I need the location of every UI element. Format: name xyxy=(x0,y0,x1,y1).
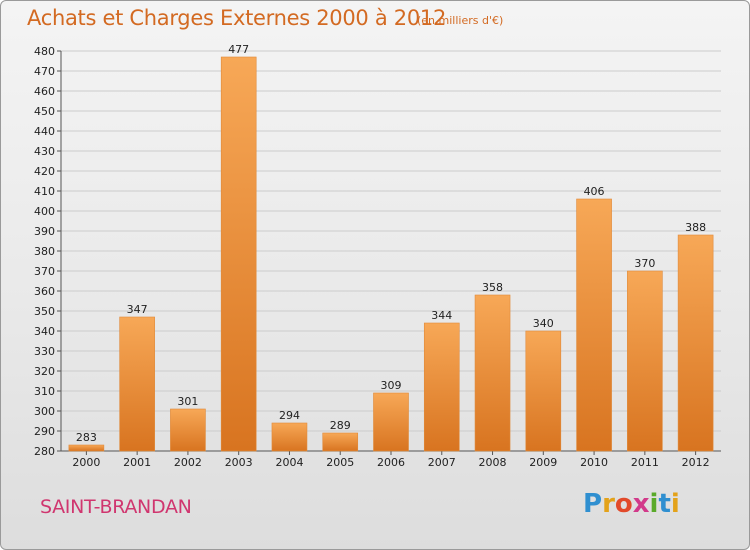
value-label: 283 xyxy=(76,431,97,444)
bars xyxy=(68,56,714,452)
y-tick-label: 460 xyxy=(34,85,55,98)
y-tick-label: 300 xyxy=(34,405,55,418)
x-tick-label: 2010 xyxy=(580,456,608,469)
proxiti-logo[interactable]: Proxiti xyxy=(583,489,680,519)
logo-letter: o xyxy=(614,489,633,519)
y-tick-label: 420 xyxy=(34,165,55,178)
bar-2005 xyxy=(322,432,359,452)
bar-2007 xyxy=(423,322,460,452)
value-label: 370 xyxy=(634,257,655,270)
y-tick-label: 450 xyxy=(34,105,55,118)
y-tick-label: 340 xyxy=(34,325,55,338)
value-label: 388 xyxy=(685,221,706,234)
value-label: 406 xyxy=(584,185,605,198)
y-tick-label: 440 xyxy=(34,125,55,138)
bar-2012 xyxy=(677,234,714,452)
x-tick-label: 2002 xyxy=(174,456,202,469)
y-tick-label: 310 xyxy=(34,385,55,398)
labels: 280 290 300 310 320 330 340 350 360 370 380 390 400 4… xyxy=(34,43,710,469)
y-tick-label: 480 xyxy=(34,45,55,58)
x-tick-label: 2000 xyxy=(72,456,100,469)
x-tick-label: 2006 xyxy=(377,456,405,469)
logo-letter: x xyxy=(632,489,650,519)
y-tick-label: 380 xyxy=(34,245,55,258)
value-label: 340 xyxy=(533,317,554,330)
y-tick-label: 410 xyxy=(34,185,55,198)
logo-letter: P xyxy=(583,489,603,519)
value-label: 477 xyxy=(228,43,249,56)
logo-letter: r xyxy=(602,489,615,519)
x-tick-label: 2012 xyxy=(682,456,710,469)
commune-name: SAINT-BRANDAN xyxy=(40,496,192,518)
bar-2006 xyxy=(373,392,409,452)
logo-letter: t xyxy=(658,489,671,519)
y-tick-label: 320 xyxy=(34,365,55,378)
x-tick-label: 2007 xyxy=(428,456,456,469)
bar-2002 xyxy=(170,408,206,452)
value-label: 358 xyxy=(482,281,503,294)
value-label: 301 xyxy=(177,395,198,408)
y-tick-label: 330 xyxy=(34,345,55,358)
x-tick-label: 2009 xyxy=(529,456,557,469)
bar-2003 xyxy=(220,56,257,452)
value-label: 294 xyxy=(279,409,300,422)
y-tick-label: 400 xyxy=(34,205,55,218)
x-tick-label: 2001 xyxy=(123,456,151,469)
y-tick-label: 360 xyxy=(34,285,55,298)
bar-2000 xyxy=(68,444,105,452)
bar-2004 xyxy=(271,422,308,452)
bar-2011 xyxy=(627,270,663,452)
bar-2010 xyxy=(576,198,612,452)
chart-title: Achats et Charges Externes 2000 à 2012 xyxy=(27,6,447,30)
y-tick-label: 430 xyxy=(34,145,55,158)
y-tick-label: 290 xyxy=(34,425,55,438)
bar-2009 xyxy=(525,330,562,452)
x-tick-label: 2005 xyxy=(326,456,354,469)
chart-unit: (en milliers d'€) xyxy=(417,14,504,27)
x-tick-label: 2004 xyxy=(275,456,303,469)
x-tick-label: 2003 xyxy=(225,456,253,469)
x-tick-label: 2008 xyxy=(479,456,507,469)
value-label: 289 xyxy=(330,419,351,432)
y-tick-label: 280 xyxy=(34,445,55,458)
y-tick-label: 390 xyxy=(34,225,55,238)
logo-letter: i xyxy=(649,489,659,519)
bar-2008 xyxy=(474,294,511,452)
value-label: 309 xyxy=(381,379,402,392)
y-tick-label: 470 xyxy=(34,65,55,78)
value-label: 347 xyxy=(127,303,148,316)
bar-2001 xyxy=(119,316,155,452)
value-label: 344 xyxy=(431,309,452,322)
y-tick-label: 350 xyxy=(34,305,55,318)
y-tick-label: 370 xyxy=(34,265,55,278)
x-tick-label: 2011 xyxy=(631,456,659,469)
logo-letter: i xyxy=(670,489,680,519)
